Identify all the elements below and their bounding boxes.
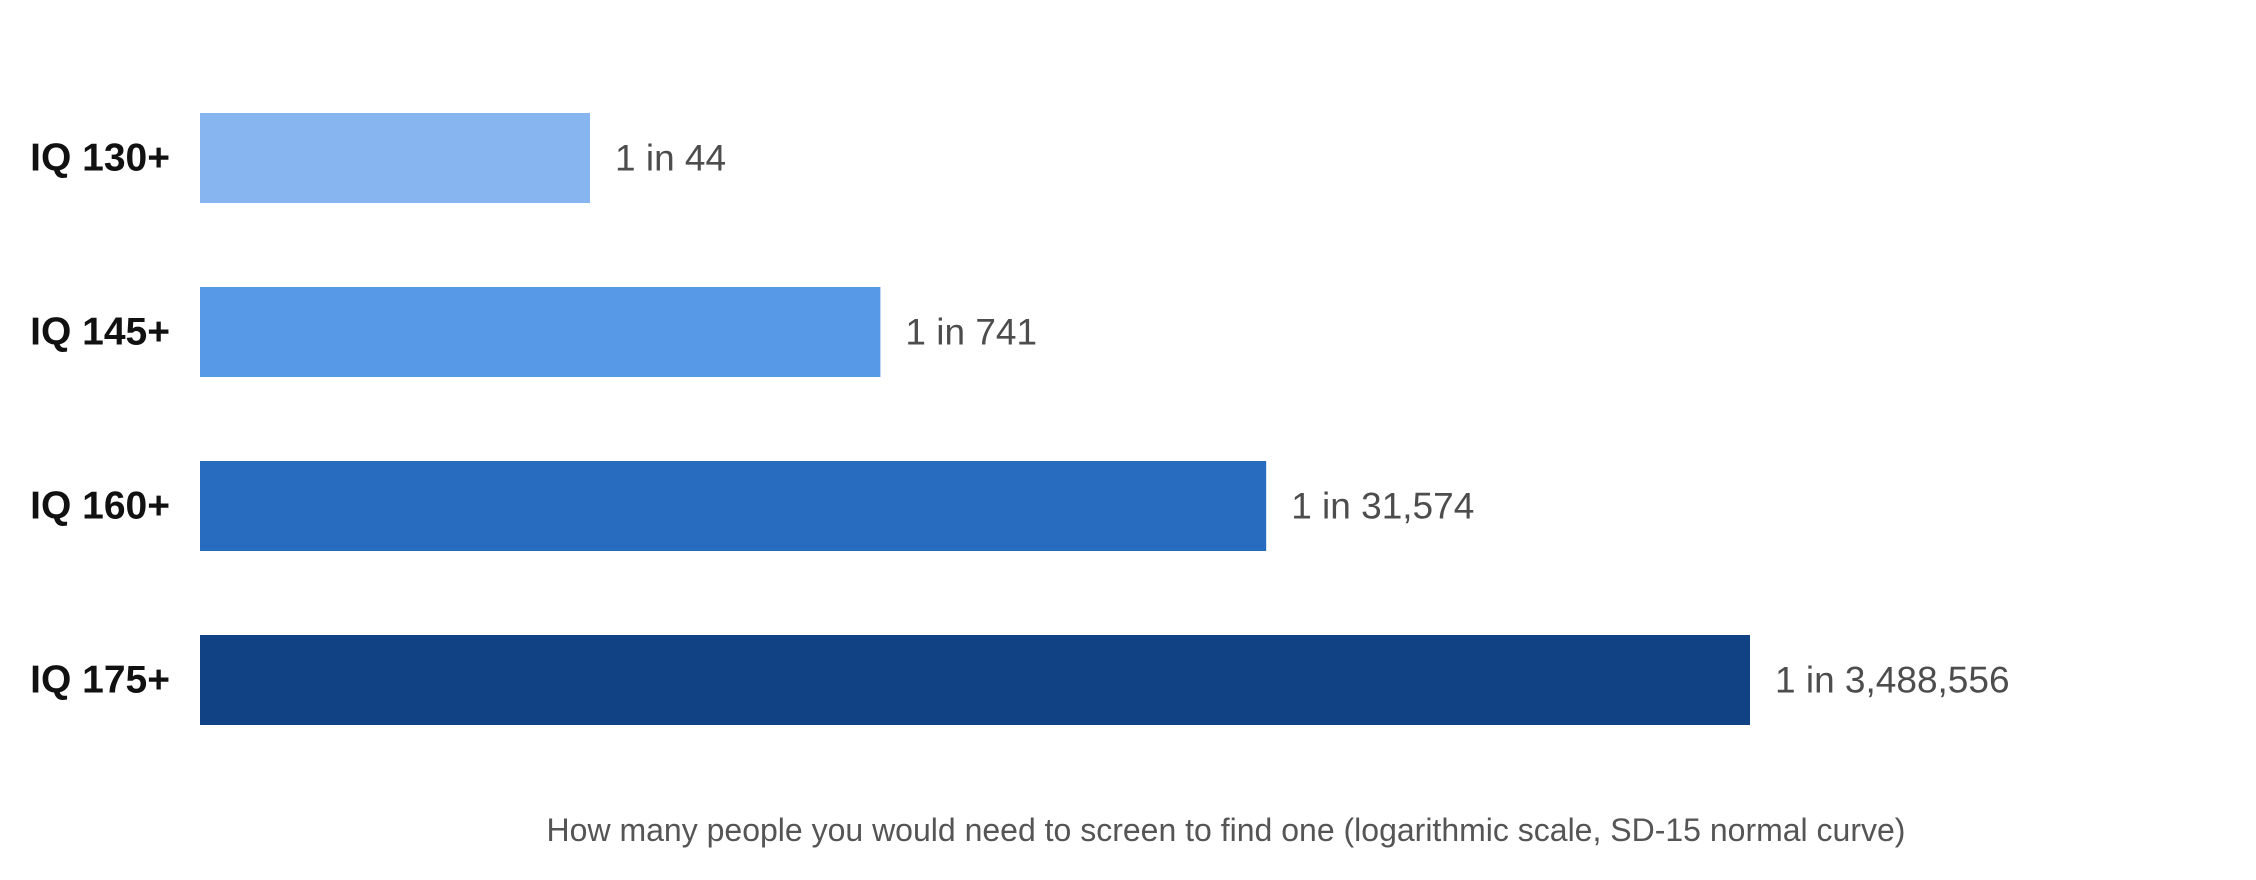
category-label: IQ 130+: [30, 137, 170, 180]
category-label: IQ 145+: [30, 311, 170, 354]
bar-iq-175: [200, 635, 1750, 725]
bar-iq-160: [200, 461, 1267, 551]
value-label: 1 in 3,488,556: [1775, 660, 2010, 701]
value-label: 1 in 31,574: [1291, 486, 1474, 527]
bar-iq-145: [200, 287, 881, 377]
value-label: 1 in 741: [905, 312, 1037, 353]
category-label: IQ 175+: [30, 659, 170, 702]
bar-iq-130: [200, 113, 590, 203]
labels-group: IQ 130+ 1 in 44 IQ 145+ 1 in 741 IQ 160+ 1 in…: [30, 137, 2009, 702]
value-label: 1 in 44: [615, 138, 726, 179]
category-label: IQ 160+: [30, 485, 170, 528]
bars-group: [200, 113, 1750, 725]
x-axis-label: How many people you would need to screen…: [547, 812, 1906, 848]
